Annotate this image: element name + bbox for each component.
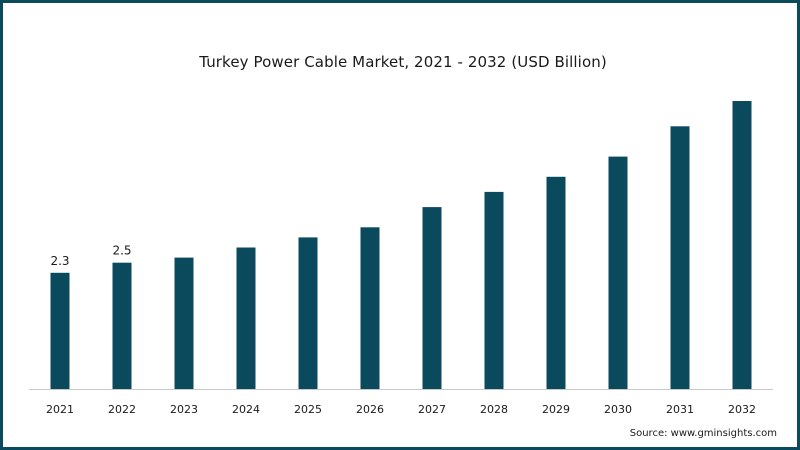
bar-2030: [608, 156, 628, 389]
chart-title: Turkey Power Cable Market, 2021 - 2032 (…: [199, 53, 607, 71]
bar-2029: [546, 176, 566, 389]
bar-2027: [422, 207, 442, 389]
data-label-2022: 2.5: [112, 244, 131, 258]
x-tick-label-2023: 2023: [170, 403, 198, 416]
x-tick-label-2026: 2026: [356, 403, 384, 416]
data-labels-layer: 2.3 2.5: [50, 244, 131, 268]
source-text: Source: www.gminsights.com: [629, 428, 777, 439]
bars-layer: [50, 101, 752, 390]
bar-2024: [236, 247, 256, 389]
data-label-2021: 2.3: [50, 254, 69, 268]
bar-2025: [298, 237, 318, 389]
bar-2031: [670, 126, 690, 390]
x-tick-label-2030: 2030: [604, 403, 632, 416]
x-tick-label-2022: 2022: [108, 403, 136, 416]
x-tick-label-2029: 2029: [542, 403, 570, 416]
x-tick-labels-layer: 2021 2022 2023 2024 2025 2026 2027 2028 2029 2030…: [46, 403, 756, 416]
x-tick-label-2021: 2021: [46, 403, 74, 416]
bar-2026: [360, 227, 380, 389]
bar-2028: [484, 191, 504, 389]
bar-2021: [50, 272, 70, 389]
x-tick-label-2027: 2027: [418, 403, 446, 416]
bar-2032: [732, 101, 752, 389]
bar-2022: [112, 262, 132, 389]
bar-2023: [174, 257, 194, 389]
x-tick-label-2024: 2024: [232, 403, 260, 416]
x-tick-label-2032: 2032: [728, 403, 756, 416]
x-tick-label-2025: 2025: [294, 403, 322, 416]
x-tick-label-2028: 2028: [480, 403, 508, 416]
x-tick-label-2031: 2031: [666, 403, 694, 416]
bar-chart: 2.32.5 2021 2022 2023 2024 2025 2026 2027 2028 2…: [29, 101, 773, 416]
